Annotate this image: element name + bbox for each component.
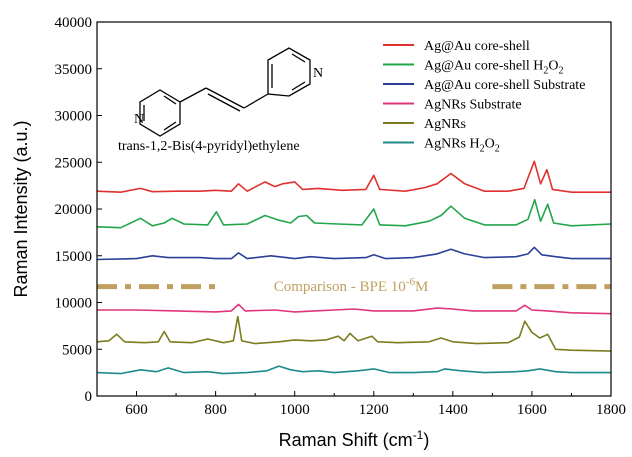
x-tick-label-4: 1400 bbox=[438, 402, 468, 418]
x-tick-label-0: 600 bbox=[125, 402, 148, 418]
molecule-structure bbox=[139, 47, 311, 137]
x-tick-label-5: 1600 bbox=[517, 402, 547, 418]
y-tick-label-0: 0 bbox=[85, 389, 93, 405]
legend-label-1: Ag@Au core-shell H2O2 bbox=[424, 59, 564, 77]
legend-label-2: Ag@Au core-shell Substrate bbox=[424, 78, 585, 93]
x-tick-label-6: 1800 bbox=[596, 402, 626, 418]
legend-label-3: AgNRs Substrate bbox=[424, 98, 522, 113]
comparison-annotation: Comparison - BPE 10-6M bbox=[274, 276, 429, 295]
nitrogen-label-right: N bbox=[313, 66, 323, 81]
legend-label-5: AgNRs H2O2 bbox=[424, 137, 500, 155]
legend-label-0: Ag@Au core-shell bbox=[424, 39, 530, 54]
double-bond-right-2 bbox=[291, 53, 306, 63]
x-tick-label-1: 800 bbox=[204, 402, 227, 418]
x-axis-title: Raman Shift (cm-1) bbox=[279, 428, 430, 450]
series-line-4 bbox=[96, 315, 612, 352]
x-axis-title-tail: ) bbox=[423, 430, 429, 450]
legend-label-text: Ag@Au core-shell H bbox=[424, 59, 543, 74]
vinyl-bond-3 bbox=[243, 93, 269, 109]
vinyl-bond-1 bbox=[179, 87, 207, 103]
legend-label-4: AgNRs bbox=[424, 117, 466, 132]
nitrogen-label-left: N bbox=[134, 112, 144, 127]
double-bond-left-1 bbox=[163, 95, 177, 105]
double-bond-left-3 bbox=[163, 121, 177, 131]
series-line-5 bbox=[96, 365, 611, 375]
legend-label-text: AgNRs H bbox=[424, 137, 480, 152]
series-line-2 bbox=[96, 246, 611, 261]
molecule-inset: N N trans-1,2-Bis(4-pyridyl)ethylene bbox=[118, 47, 323, 154]
vinyl-double-bond bbox=[207, 93, 241, 112]
legend-label-sub2: 2 bbox=[495, 144, 500, 155]
series-layer bbox=[96, 160, 612, 375]
y-tick-label-5: 25000 bbox=[55, 155, 93, 171]
vinyl-bond-2 bbox=[205, 87, 245, 109]
x-tick-label-3: 1200 bbox=[359, 402, 389, 418]
legend-label-text: AgNRs Substrate bbox=[424, 98, 522, 113]
series-line-3 bbox=[97, 303, 612, 315]
x-axis-title-sup: -1 bbox=[413, 428, 424, 442]
legend-label-tail: O bbox=[485, 137, 495, 152]
series-line-0 bbox=[96, 160, 611, 193]
y-tick-label-1: 5000 bbox=[62, 342, 92, 358]
y-tick-label-4: 20000 bbox=[55, 202, 93, 218]
legend-label-sub: 2 bbox=[480, 144, 485, 155]
legend-label-tail: O bbox=[548, 59, 558, 74]
y-tick-label-7: 35000 bbox=[55, 62, 93, 78]
y-tick-label-8: 40000 bbox=[55, 15, 93, 31]
molecule-name: trans-1,2-Bis(4-pyridyl)ethylene bbox=[118, 139, 300, 154]
y-axis-title: Raman Intensity (a.u.) bbox=[11, 120, 31, 297]
legend-label-sub: 2 bbox=[543, 66, 548, 77]
y-tick-label-6: 30000 bbox=[55, 109, 93, 125]
series-line-1 bbox=[96, 198, 612, 229]
y-tick-label-2: 10000 bbox=[55, 296, 93, 312]
legend-label-text: Ag@Au core-shell bbox=[424, 39, 530, 54]
double-bond-right-3 bbox=[291, 81, 306, 91]
x-tick-label-2: 1000 bbox=[280, 402, 310, 418]
comparison-annotation-tail: M bbox=[415, 279, 428, 295]
comparison-annotation-main: Comparison - BPE 10 bbox=[274, 279, 406, 295]
legend-label-text: Ag@Au core-shell Substrate bbox=[424, 78, 585, 93]
x-axis-title-main: Raman Shift (cm bbox=[279, 430, 413, 450]
y-tick-label-3: 15000 bbox=[55, 249, 93, 265]
legend-label-text: AgNRs bbox=[424, 117, 466, 132]
pyridine-ring-right bbox=[267, 47, 311, 97]
comparison-annotation-sup: -6 bbox=[406, 276, 416, 288]
legend-label-sub2: 2 bbox=[559, 66, 564, 77]
tick-layer: 600 800 1000 1200 1400 1600 1800 0 5000 10000 1500… bbox=[55, 15, 627, 418]
